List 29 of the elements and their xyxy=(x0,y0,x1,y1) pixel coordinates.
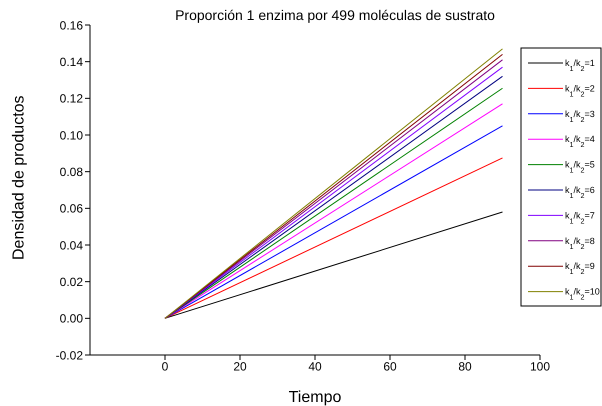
x-tick-label: 20 xyxy=(233,360,247,374)
y-tick-label: 0.06 xyxy=(60,202,84,216)
y-tick-label: 0.14 xyxy=(60,54,84,69)
x-axis-title: Tiempo xyxy=(288,389,342,406)
legend-label: k$_{1}$/k$_{2}$=1 xyxy=(565,58,595,72)
x-tick-label: 40 xyxy=(308,360,322,374)
legend-label: k$_{1}$/k$_{2}$=3 xyxy=(565,108,595,124)
legend-label: k$_{1}$/k$_{2}$=2 xyxy=(565,83,595,98)
legend-label: k$_{1}$/k$_{2}$=6 xyxy=(565,185,595,200)
y-tick-label: 0.08 xyxy=(60,164,84,179)
y-tick-label: 0.00 xyxy=(60,312,84,326)
y-tick-label: -0.02 xyxy=(56,348,84,362)
y-axis-title: Densidad de productos xyxy=(10,95,28,260)
legend-label: k$_{1}$/k$_{2}$=10 xyxy=(565,286,600,302)
y-tick-label: 0.02 xyxy=(60,274,84,289)
legend-label: k$_{1}$/k$_{2}$=8 xyxy=(565,236,595,250)
x-tick-label: 80 xyxy=(458,360,472,374)
x-tick-label: 100 xyxy=(530,360,550,374)
chart-title: Proporción 1 enzima por 499 moléculas de sustrato xyxy=(175,7,496,23)
y-tick-label: 0.10 xyxy=(60,128,84,142)
legend-label: k$_{1}$/k$_{2}$=4 xyxy=(565,134,595,149)
legend-label: k$_{1}$/k$_{2}$=7 xyxy=(565,210,595,225)
x-tick-label: 60 xyxy=(383,360,397,374)
y-tick-label: 0.04 xyxy=(60,238,84,252)
y-tick-label: 0.16 xyxy=(60,18,84,32)
legend-label: k$_{1}$/k$_{2}$=5 xyxy=(565,160,595,174)
legend-label: k$_{1}$/k$_{2}$=9 xyxy=(565,261,595,276)
y-tick-label: 0.12 xyxy=(60,92,84,106)
x-tick-label: 0 xyxy=(162,360,169,374)
